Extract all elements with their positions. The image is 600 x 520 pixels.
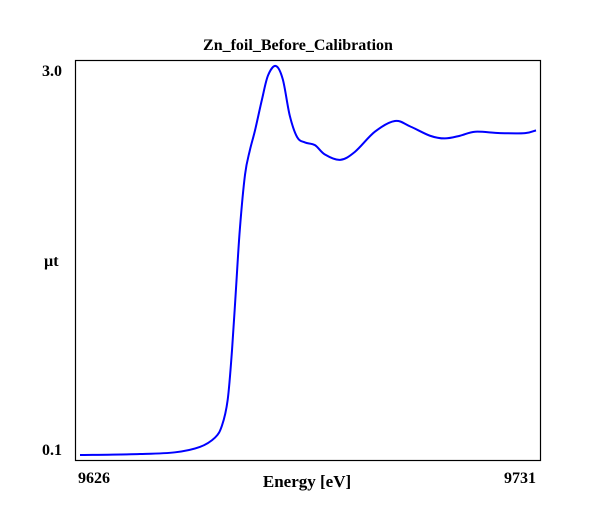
chart-title: Zn_foil_Before_Calibration (203, 37, 393, 54)
y-axis-label: µt (44, 253, 59, 270)
y-tick-label-top: 3.0 (42, 63, 62, 80)
y-tick-label-bottom: 0.1 (42, 442, 62, 459)
x-axis-label: Energy [eV] (263, 472, 351, 491)
plot-frame (74, 59, 542, 462)
x-tick-label-right: 9731 (504, 470, 536, 487)
series-line (79, 64, 537, 456)
x-tick-label-left: 9626 (78, 470, 110, 487)
